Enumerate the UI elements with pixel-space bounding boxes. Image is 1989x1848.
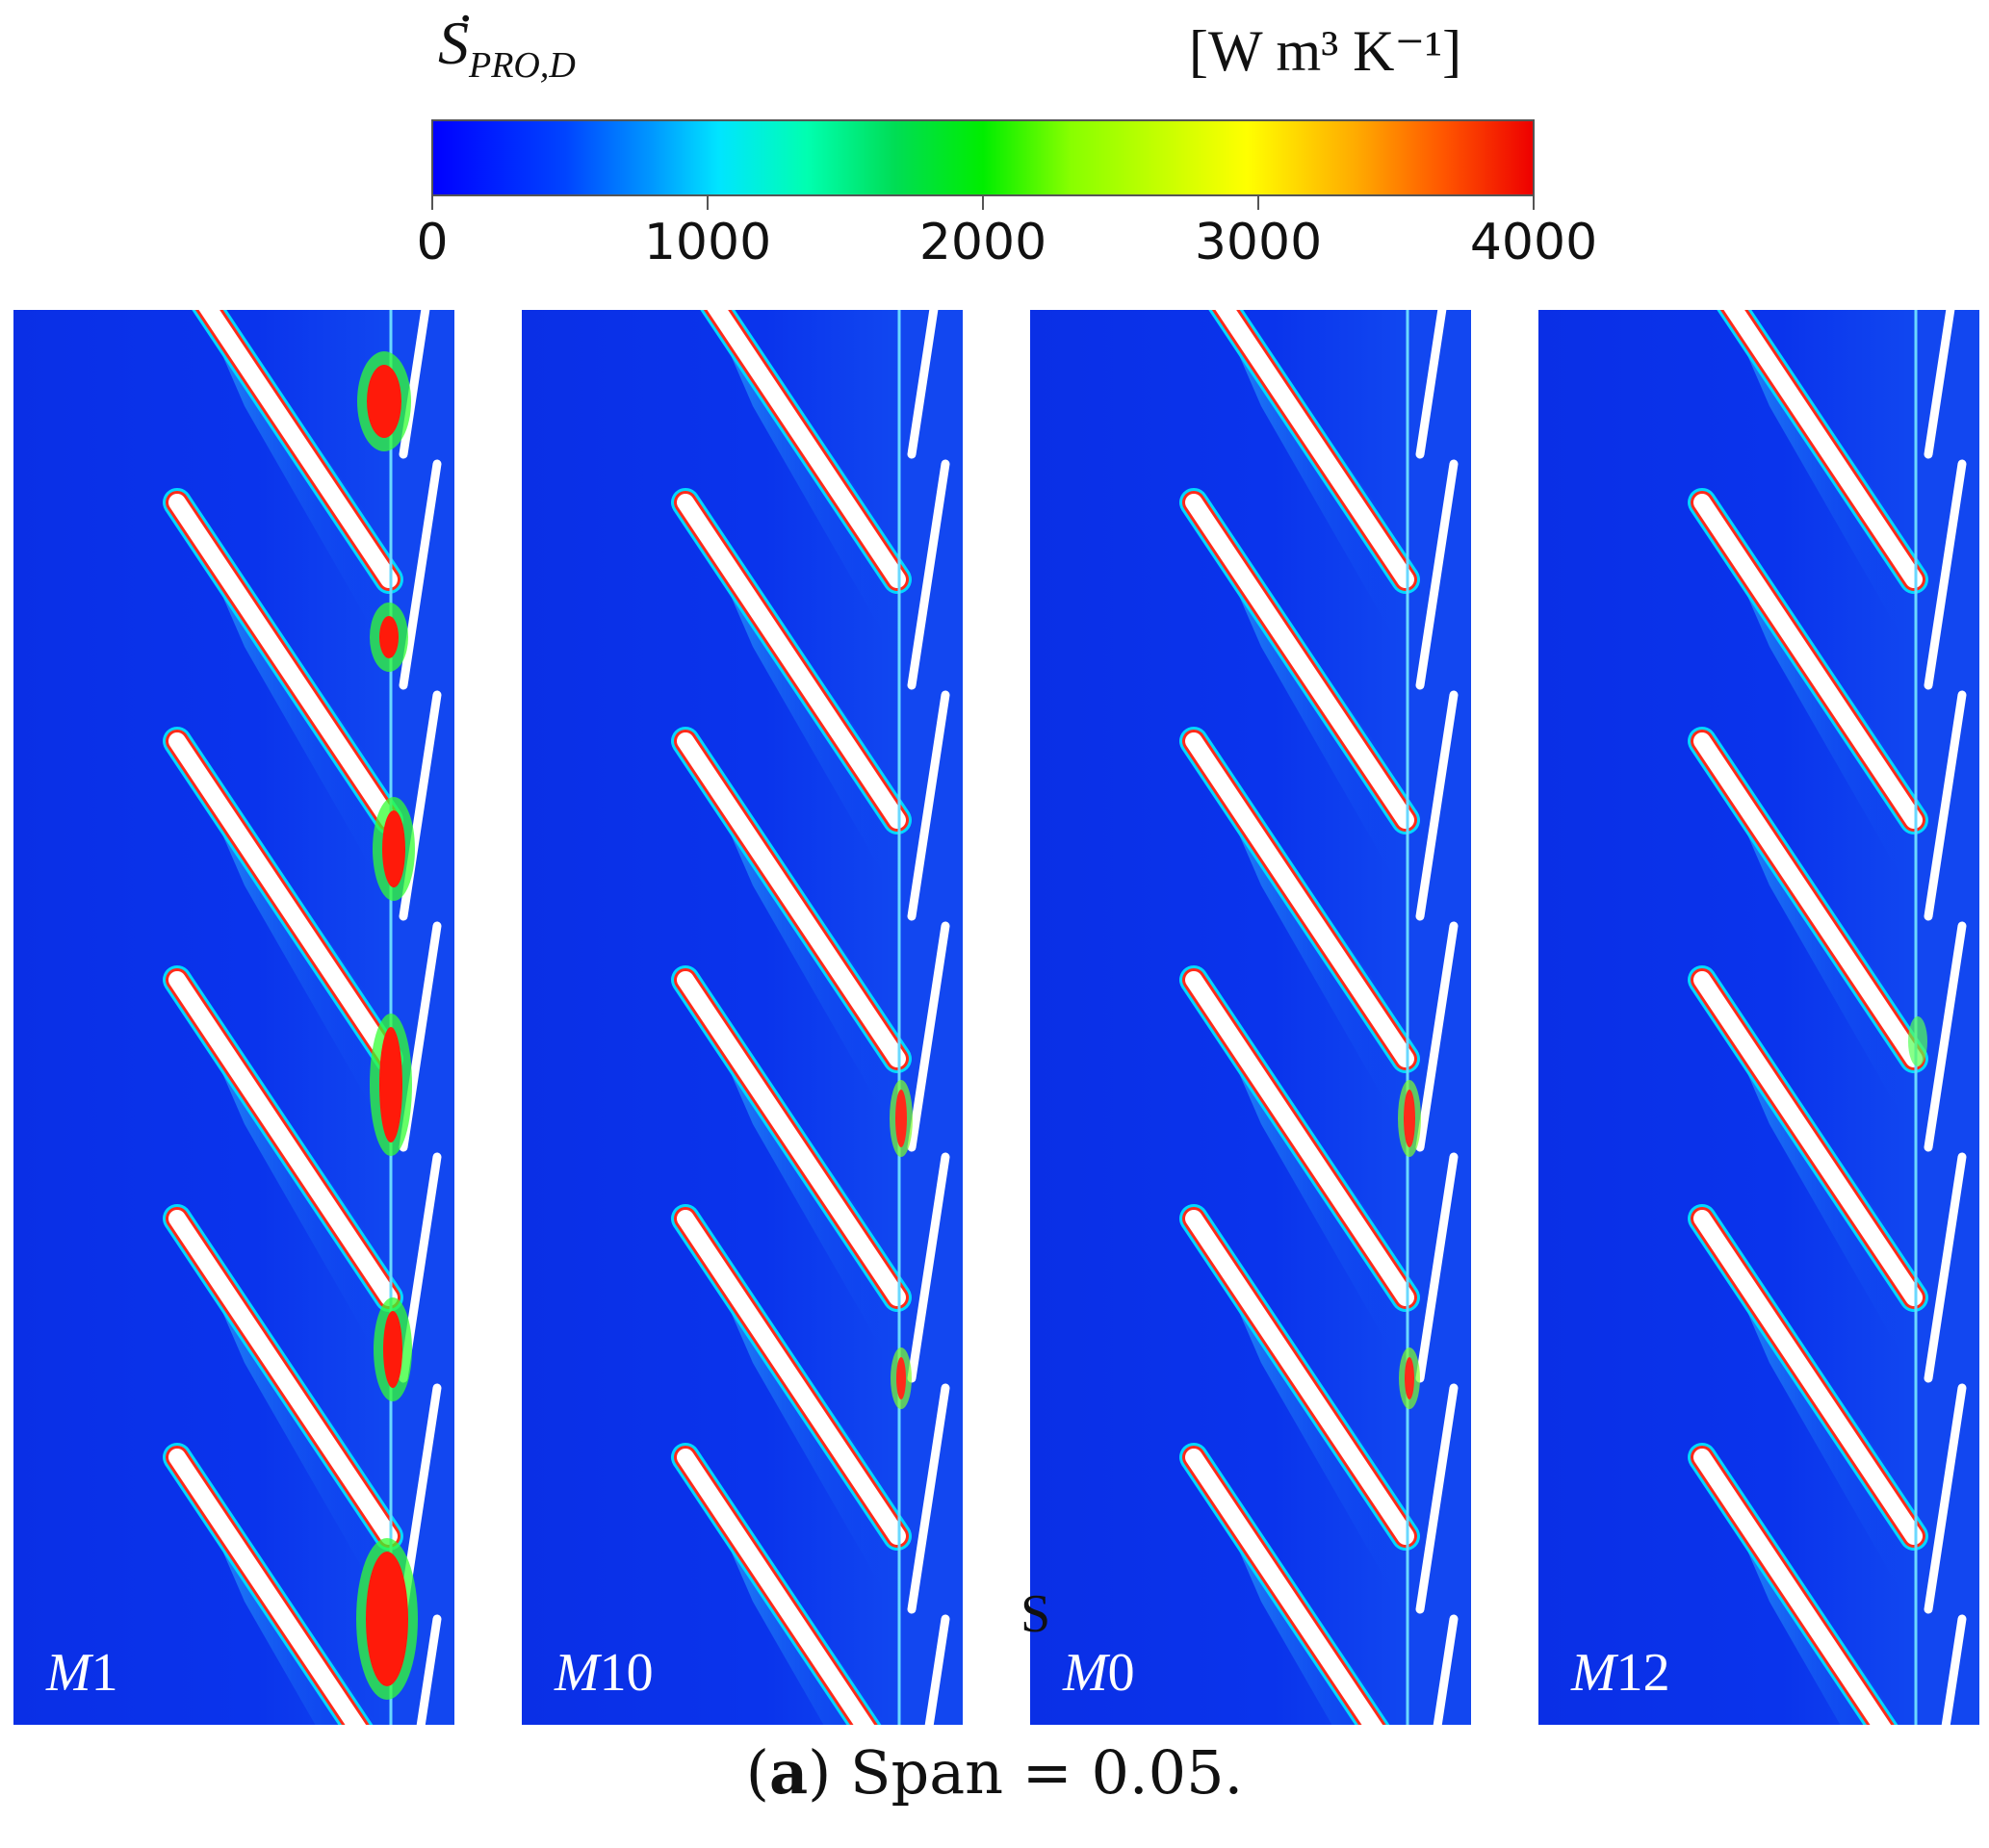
rotor-blade	[1693, 971, 1923, 1306]
stator-blade	[1433, 1614, 1459, 1725]
stator-blade	[1415, 690, 1459, 921]
rotor-blade	[1215, 310, 1414, 588]
legend-title: S ˙ PRO,D	[438, 1, 576, 87]
panel-label: M12	[1571, 1643, 1670, 1703]
stator-blade	[907, 310, 939, 459]
stator-blade	[1415, 921, 1459, 1152]
stator-blade	[907, 459, 950, 690]
rotor-blade	[168, 1449, 367, 1725]
stator-blade	[1415, 310, 1447, 459]
rotor-blade	[1185, 494, 1414, 829]
legend-symbol-dot: ˙	[455, 1, 477, 69]
hot-spot	[382, 810, 405, 887]
rotor-blade	[677, 494, 906, 829]
panel-label: M10	[555, 1643, 654, 1703]
stator-blade	[924, 1614, 950, 1725]
stator-blade	[1415, 459, 1459, 690]
stator-blade	[907, 1383, 950, 1614]
colorbar-tick-label: 1000	[643, 214, 772, 271]
hot-spot	[367, 365, 401, 438]
stator-blade	[1415, 1152, 1459, 1383]
rotor-blade	[1185, 1449, 1383, 1725]
rotor-blade	[677, 1449, 875, 1725]
stator-blade	[1924, 310, 1955, 459]
stator-blade	[1415, 1383, 1459, 1614]
stator-blade	[1924, 921, 1967, 1152]
caption-text: Span = 0.05.	[850, 1737, 1244, 1808]
rotor-blade	[707, 310, 906, 588]
stator-blade	[1924, 1152, 1967, 1383]
rotor-blade	[1693, 732, 1923, 1067]
hot-spot-halo	[1908, 1016, 1927, 1066]
rotor-blade	[1185, 732, 1414, 1067]
legend-subscript: PRO,D	[469, 44, 576, 86]
hot-spot	[1405, 1357, 1414, 1399]
hot-spot	[379, 1027, 402, 1142]
figure-caption: (a) Span = 0.05.	[745, 1737, 1244, 1808]
colorbar-tick-label: 0	[416, 214, 449, 271]
stator-blade	[1924, 459, 1967, 690]
rotor-blade	[168, 732, 398, 1067]
colorbar-tick-mark	[1257, 196, 1259, 210]
rotor-blade	[168, 971, 398, 1306]
contour-field	[13, 310, 454, 1725]
contour-panel-m10: M10	[522, 310, 963, 1725]
hot-spot	[383, 1311, 402, 1388]
legend-symbol: S ˙	[438, 1, 477, 77]
hot-spot	[895, 1090, 907, 1147]
colorbar-tick-label: 2000	[918, 214, 1047, 271]
rotor-blade	[168, 494, 398, 829]
colorbar-tick-label: 4000	[1469, 214, 1598, 271]
contour-panel-m1: M1	[13, 310, 454, 1725]
rotor-blade	[198, 310, 398, 588]
caption-letter: a	[768, 1737, 809, 1808]
blade-wake	[1219, 310, 1410, 666]
stator-blade	[907, 921, 950, 1152]
rotor-blade	[1693, 494, 1923, 829]
blade-wake	[1727, 310, 1919, 666]
rotor-blade	[677, 971, 906, 1306]
panel-label: M1	[46, 1643, 118, 1703]
colorbar-tick-label: 3000	[1194, 214, 1323, 271]
colorbar	[431, 119, 1535, 196]
rotor-blade	[677, 732, 906, 1067]
rotor-blade	[1693, 1210, 1923, 1545]
stator-blade	[1941, 1614, 1967, 1725]
colorbar-tick-mark	[707, 196, 709, 210]
colorbar-tick-mark	[982, 196, 984, 210]
stator-blade	[1924, 1383, 1967, 1614]
stator-blade	[1924, 690, 1967, 921]
contour-panel-m12: M12	[1538, 310, 1979, 1725]
stator-blade	[399, 459, 442, 690]
rotor-blade	[1693, 1449, 1892, 1725]
rotor-blade	[1185, 1210, 1414, 1545]
blade-wake	[710, 310, 902, 666]
stray-glyph: S	[1020, 1584, 1051, 1644]
stator-blade	[907, 1152, 950, 1383]
contour-field	[1538, 310, 1979, 1725]
stator-blade	[907, 690, 950, 921]
hot-spot	[366, 1552, 408, 1686]
hot-spot	[896, 1357, 906, 1399]
hot-spot	[1404, 1090, 1415, 1147]
contour-panel-m0: M0	[1030, 310, 1471, 1725]
rotor-blade	[168, 1210, 398, 1545]
colorbar-tick-mark	[431, 196, 433, 210]
contour-field	[1030, 310, 1471, 1725]
colorbar-tick-mark	[1533, 196, 1535, 210]
rotor-blade	[677, 1210, 906, 1545]
legend-unit: [W m³ K⁻¹]	[1189, 19, 1462, 83]
hot-spot	[379, 616, 399, 658]
contour-field	[522, 310, 963, 1725]
blade-wake	[202, 310, 394, 666]
panel-label: M0	[1063, 1643, 1135, 1703]
stator-blade	[416, 1614, 442, 1725]
rotor-blade	[1185, 971, 1414, 1306]
rotor-blade	[1723, 310, 1923, 588]
